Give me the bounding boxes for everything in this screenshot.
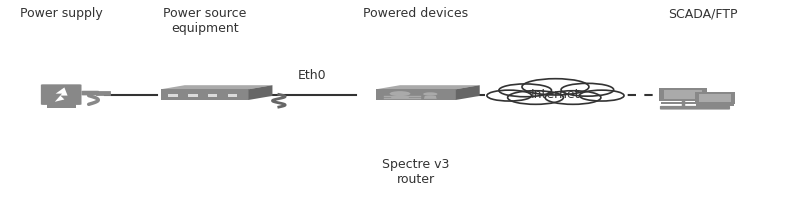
FancyBboxPatch shape [208, 94, 218, 97]
FancyBboxPatch shape [661, 102, 705, 104]
Circle shape [423, 92, 438, 96]
Circle shape [508, 91, 563, 104]
Polygon shape [424, 96, 437, 99]
Polygon shape [376, 85, 480, 89]
Polygon shape [376, 89, 456, 100]
FancyBboxPatch shape [168, 94, 178, 97]
FancyBboxPatch shape [41, 84, 82, 105]
FancyBboxPatch shape [694, 92, 735, 104]
Text: Power source
equipment: Power source equipment [163, 7, 246, 35]
FancyBboxPatch shape [82, 91, 99, 95]
Polygon shape [390, 96, 410, 99]
Circle shape [390, 91, 410, 96]
FancyBboxPatch shape [660, 106, 730, 110]
FancyBboxPatch shape [699, 94, 730, 102]
Polygon shape [161, 89, 249, 100]
Circle shape [499, 84, 551, 97]
FancyBboxPatch shape [659, 88, 706, 101]
Text: SCADA/FTP: SCADA/FTP [668, 7, 738, 20]
Text: Spectre v3
router: Spectre v3 router [382, 158, 450, 186]
Polygon shape [161, 85, 273, 89]
Polygon shape [55, 87, 67, 102]
Text: Internet: Internet [530, 88, 580, 101]
FancyBboxPatch shape [696, 104, 734, 106]
FancyBboxPatch shape [664, 90, 702, 99]
FancyBboxPatch shape [47, 104, 75, 108]
Polygon shape [249, 85, 273, 100]
Text: Powered devices: Powered devices [363, 7, 469, 20]
Circle shape [545, 91, 601, 104]
FancyBboxPatch shape [228, 94, 238, 97]
Circle shape [561, 83, 614, 96]
Polygon shape [456, 85, 480, 100]
Text: Power supply: Power supply [20, 7, 102, 20]
Circle shape [579, 90, 624, 101]
FancyBboxPatch shape [188, 94, 198, 97]
Circle shape [522, 79, 589, 95]
Circle shape [487, 90, 531, 101]
Text: Eth0: Eth0 [298, 69, 326, 82]
